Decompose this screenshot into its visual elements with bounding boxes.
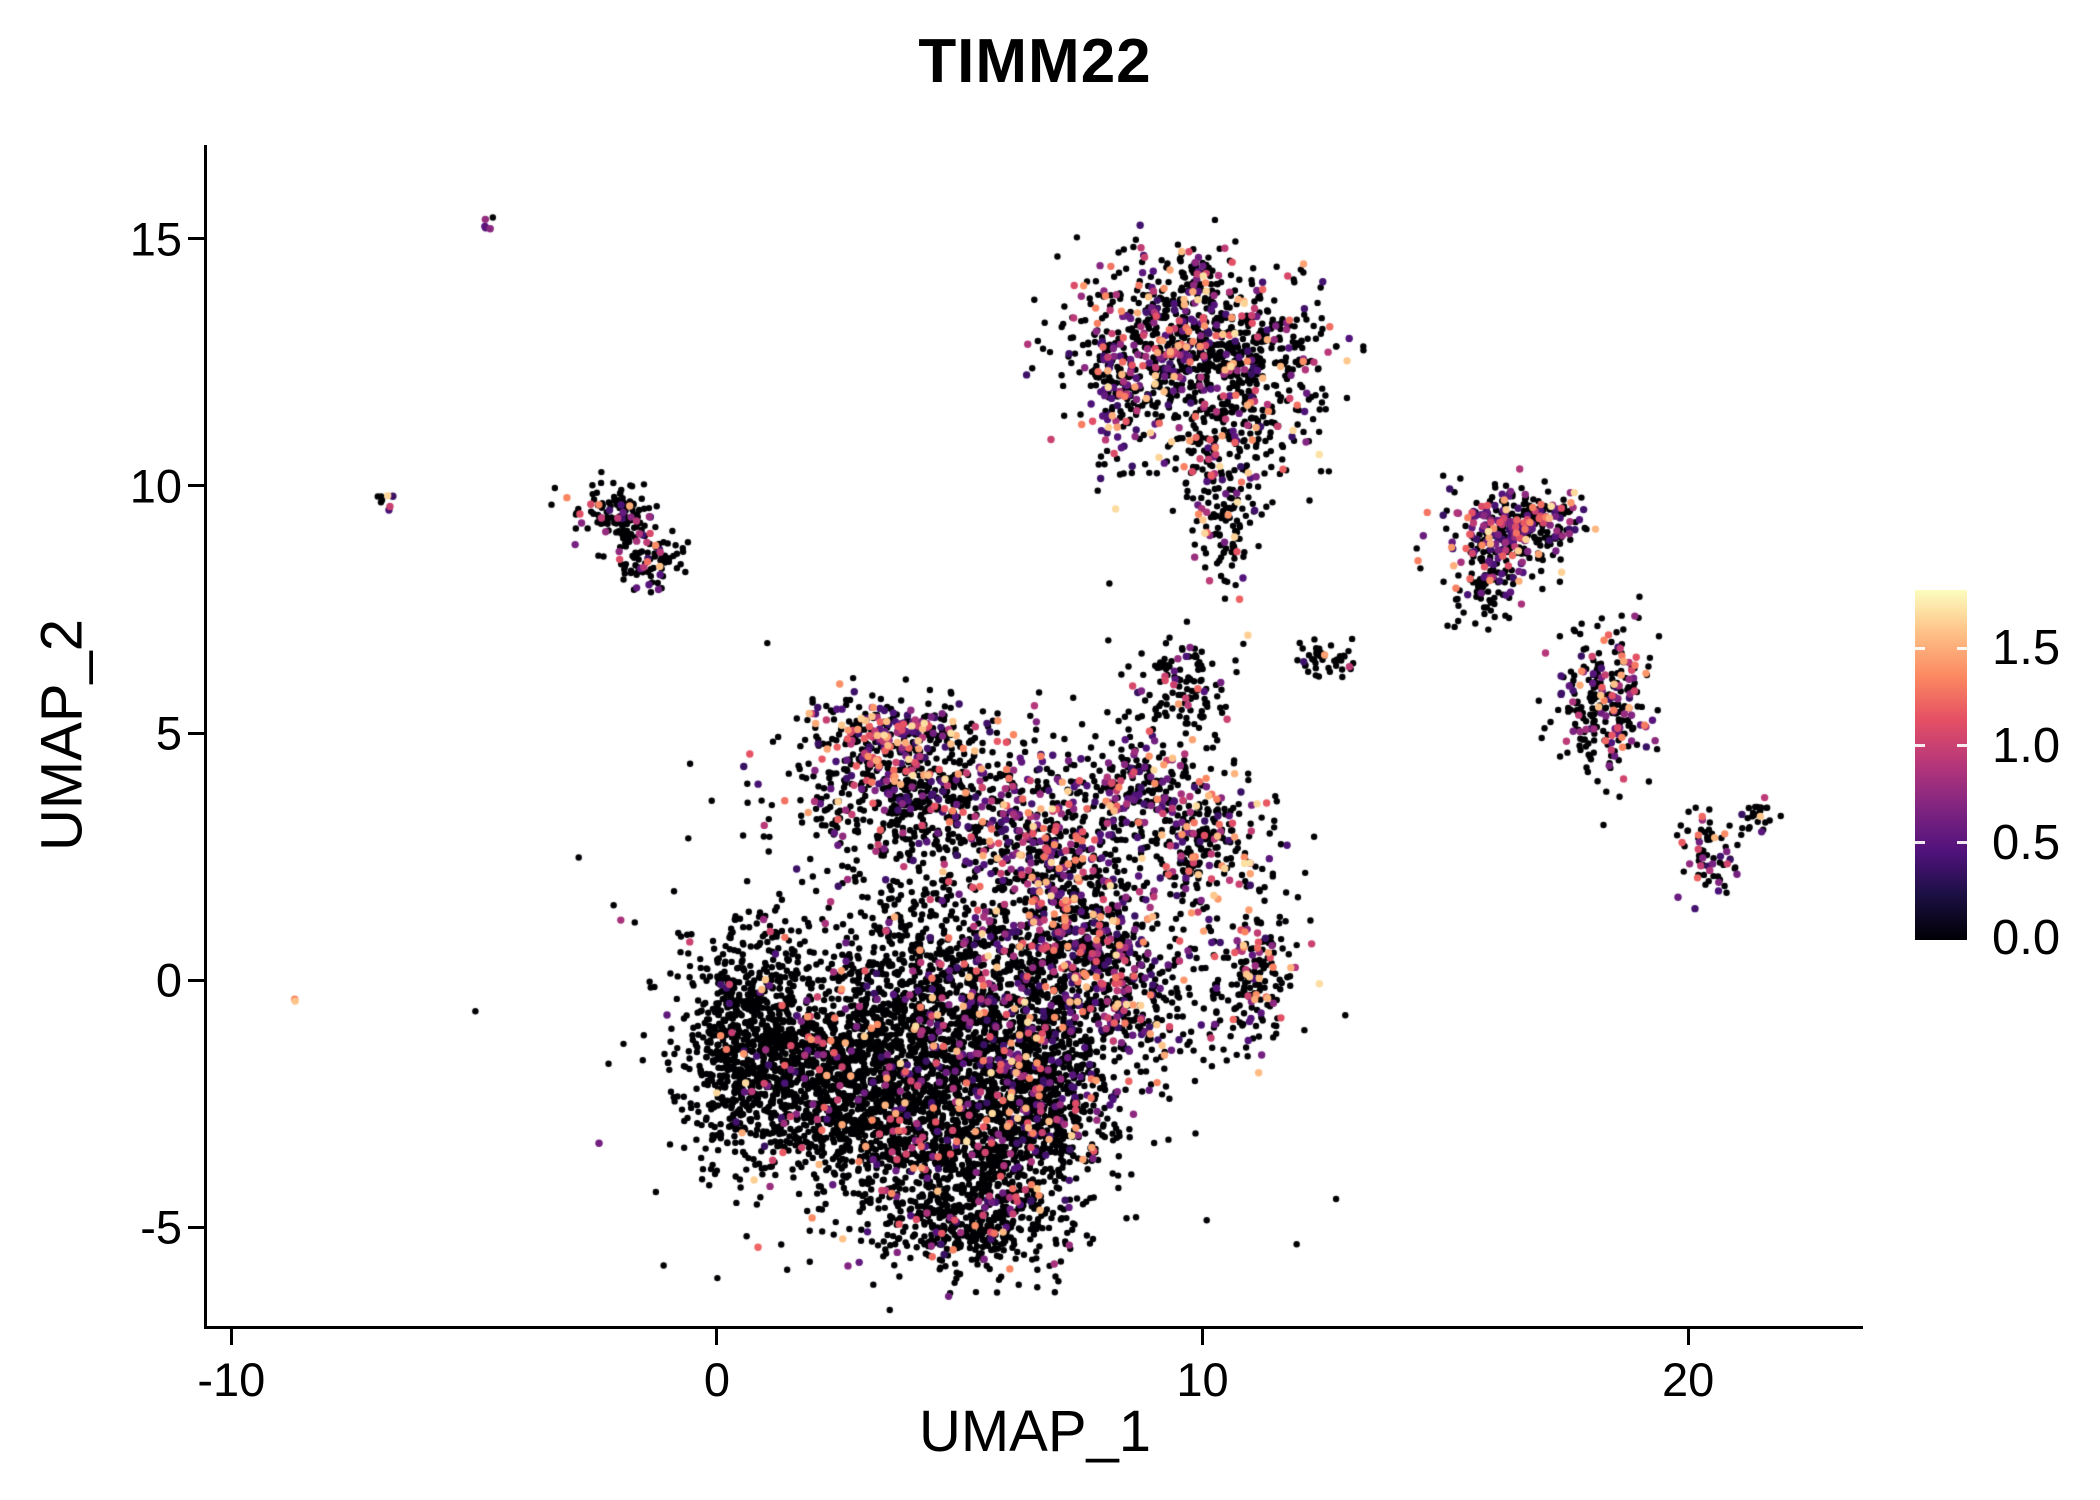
colorbar-tick-mark <box>1915 646 1925 650</box>
x-tick-label: 10 <box>1176 1353 1229 1406</box>
colorbar-tick-label: 0.5 <box>1992 815 2061 870</box>
colorbar-tick-mark <box>1957 744 1967 748</box>
x-tick-mark <box>715 1329 719 1345</box>
colorbar-tick-mark <box>1957 646 1967 650</box>
colorbar-tick-label: 1.5 <box>1992 621 2061 676</box>
x-tick-mark <box>1686 1329 1690 1345</box>
y-axis-line <box>204 145 207 1329</box>
colorbar-tick-label: 0.0 <box>1992 911 2061 965</box>
y-tick-mark <box>188 1225 204 1229</box>
colorbar-gradient <box>1915 590 1967 940</box>
y-tick-label: 10 <box>129 459 182 513</box>
y-axis-label: UMAP_2 <box>29 618 95 852</box>
x-tick-label: -10 <box>197 1353 266 1406</box>
x-tick-mark <box>1201 1329 1205 1345</box>
x-axis-line <box>204 1326 1863 1329</box>
scatter-points-canvas <box>207 145 1863 1326</box>
y-tick-mark <box>188 731 204 735</box>
x-axis-label: UMAP_1 <box>918 1399 1152 1464</box>
x-tick-label: 0 <box>703 1353 730 1406</box>
y-tick-mark <box>188 978 204 982</box>
y-tick-label: 15 <box>129 212 182 266</box>
y-tick-mark <box>188 484 204 488</box>
colorbar-tick-mark <box>1915 841 1925 845</box>
x-tick-label: 20 <box>1662 1353 1715 1406</box>
x-tick-mark <box>229 1329 233 1345</box>
y-tick-label: -5 <box>140 1200 182 1254</box>
colorbar-tick-mark <box>1957 841 1967 845</box>
y-tick-label: 0 <box>155 953 182 1007</box>
colorbar-tick-label: 1.0 <box>1992 718 2061 773</box>
colorbar-tick-mark <box>1915 744 1925 748</box>
y-tick-label: 5 <box>155 706 182 760</box>
y-tick-mark <box>188 237 204 241</box>
plot-title: TIMM22 <box>918 27 1152 96</box>
